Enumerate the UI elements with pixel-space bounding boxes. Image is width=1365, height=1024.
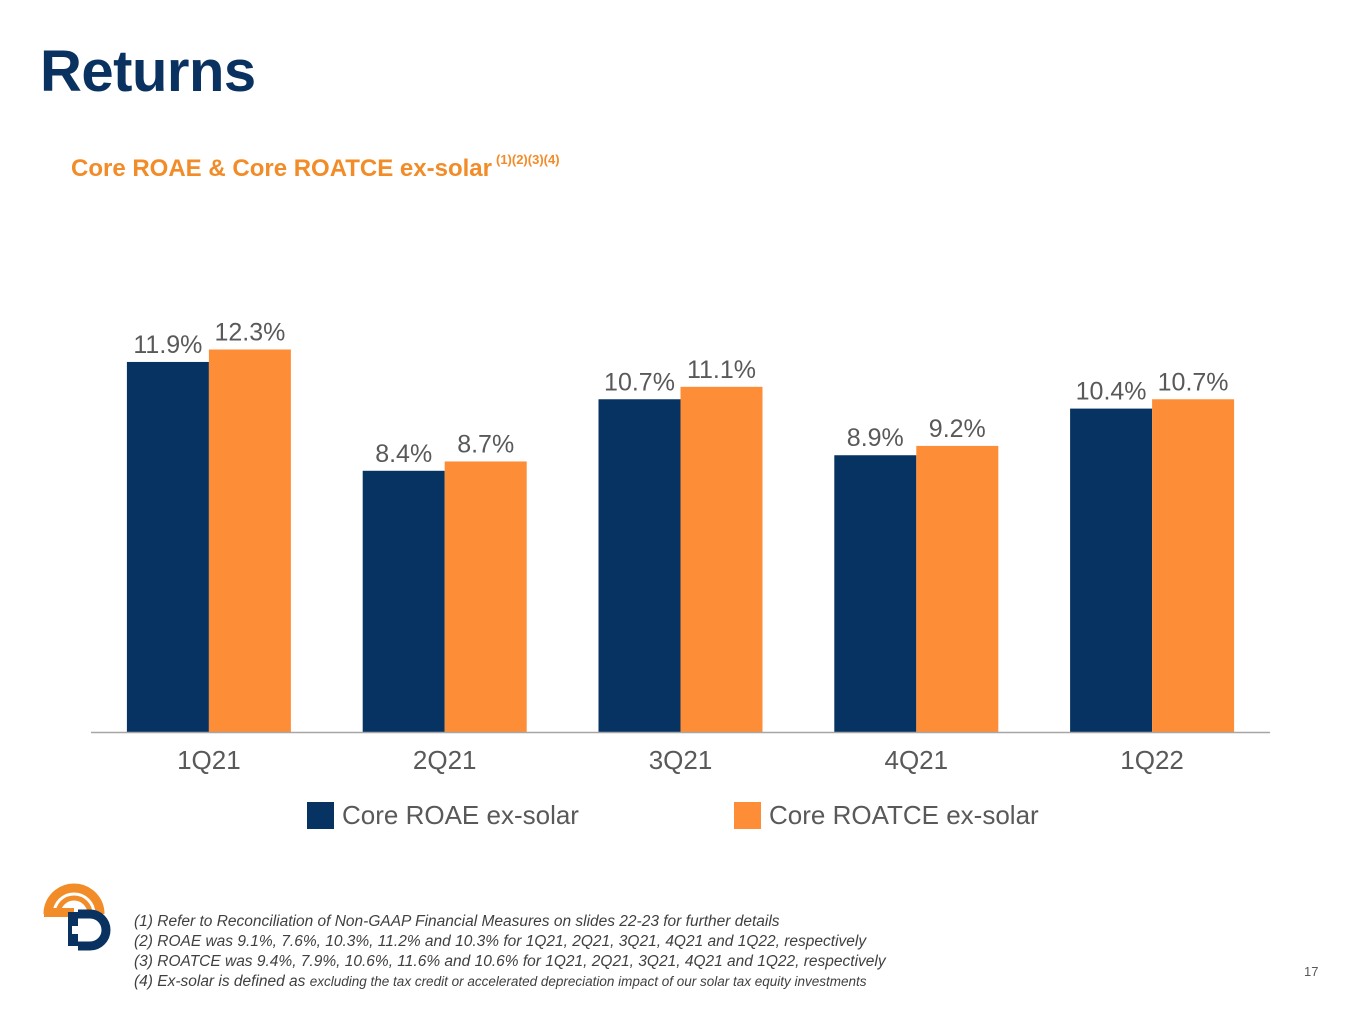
footnote-1: (1) Refer to Reconciliation of Non-GAAP … <box>134 913 780 930</box>
bar-roatce-1Q21 <box>208 349 291 732</box>
legend-swatch-roae <box>307 802 334 829</box>
slide-title: Returns <box>40 39 256 104</box>
bar-roae-2Q21 <box>362 470 445 732</box>
bar-roatce-1Q22 <box>1152 399 1235 732</box>
x-tick-label-3Q21: 3Q21 <box>649 745 713 775</box>
data-label-roatce-3Q21: 11.1% <box>687 356 756 384</box>
footnote-4: (4) Ex-solar is defined as excluding the… <box>134 972 886 992</box>
data-label-roae-2Q21: 8.4% <box>375 440 432 468</box>
bar-roatce-2Q21 <box>444 461 527 732</box>
x-tick-label-2Q21: 2Q21 <box>413 745 477 775</box>
footnote-3: (3) ROATCE was 9.4%, 7.9%, 10.6%, 11.6% … <box>134 953 886 970</box>
bar-roae-1Q22 <box>1070 408 1153 732</box>
bar-roae-1Q21 <box>126 361 209 732</box>
legend-label-roae: Core ROAE ex-solar <box>342 800 579 830</box>
page-number: 17 <box>1304 964 1319 979</box>
data-label-roatce-1Q22: 10.7% <box>1158 368 1229 396</box>
data-label-roatce-4Q21: 9.2% <box>929 415 986 443</box>
chart-legend: Core ROAE ex-solar Core ROATCE ex-solar <box>0 800 1365 834</box>
legend-item-roae: Core ROAE ex-solar <box>307 800 579 831</box>
data-label-roatce-2Q21: 8.7% <box>457 430 514 458</box>
data-label-roae-1Q22: 10.4% <box>1076 378 1147 406</box>
chart-subtitle: Core ROAE & Core ROATCE ex-solar (1)(2)(3… <box>71 152 560 183</box>
x-tick-label-1Q22: 1Q22 <box>1120 745 1184 775</box>
footnote-4-rest: excluding the tax credit or accelerated … <box>309 974 867 989</box>
bar-roae-3Q21 <box>598 399 681 732</box>
bar-roatce-4Q21 <box>916 445 999 732</box>
bar-chart: 11.9% 12.3% 1Q21 8.4% 8.7% 2Q21 10.7% 11.1% 3Q21… <box>91 319 1270 775</box>
footnotes: (1) Refer to Reconciliation of Non-GAAP … <box>134 912 886 992</box>
data-label-roae-4Q21: 8.9% <box>847 424 904 452</box>
x-tick-label-1Q21: 1Q21 <box>177 745 241 775</box>
legend-swatch-roatce <box>734 802 761 829</box>
legend-label-roatce: Core ROATCE ex-solar <box>769 800 1039 830</box>
company-logo-icon <box>43 883 111 951</box>
footnote-2: (2) ROAE was 9.1%, 7.6%, 10.3%, 11.2% an… <box>134 933 867 950</box>
data-label-roae-3Q21: 10.7% <box>604 368 675 396</box>
data-label-roae-1Q21: 11.9% <box>133 331 202 359</box>
bar-roae-4Q21 <box>834 455 917 732</box>
legend-item-roatce: Core ROATCE ex-solar <box>734 800 1039 831</box>
bar-roatce-3Q21 <box>680 386 763 732</box>
footnote-4-lead: (4) Ex-solar is defined as <box>134 973 306 990</box>
subtitle-text: Core ROAE & Core ROATCE ex-solar <box>71 155 492 182</box>
x-tick-label-4Q21: 4Q21 <box>884 745 948 775</box>
subtitle-footnote-refs: (1)(2)(3)(4) <box>495 152 560 167</box>
data-label-roatce-1Q21: 12.3% <box>214 319 285 347</box>
